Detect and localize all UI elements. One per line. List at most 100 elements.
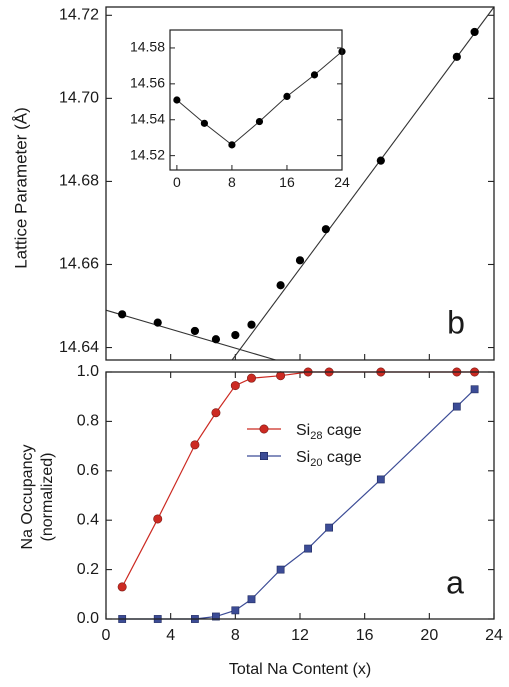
legend-label-si20: Si20 cage: [296, 449, 362, 469]
panel-a-ticks: [105, 371, 495, 620]
panel-a-ytick-label-5: 1.0: [77, 363, 99, 380]
legend-entry-si20: Si20 cage: [247, 449, 362, 469]
inset-xtick-label-1: 8: [228, 174, 236, 190]
panel-a-point-si20-5: [247, 595, 256, 604]
panel-b-fit-line-1: [231, 6, 495, 361]
inset-point-1: [200, 119, 208, 127]
panel-a: 0.0 0.2 0.4 0.6 0.8 1.0 0 4 8 12 16 20 24 Na Occupa…: [19, 363, 503, 678]
panel-b-point-11: [470, 27, 479, 37]
legend-label-si28-sub: 28: [310, 430, 322, 442]
panel-a-label: a: [446, 564, 464, 600]
legend-marker-si28: [259, 424, 269, 434]
panel-b-point-0: [118, 310, 127, 319]
inset-point-3: [255, 117, 264, 126]
panel-a-ytick-label-0: 0.0: [77, 610, 99, 627]
panel-b-ytick-label-0: 14.64: [59, 339, 99, 356]
panel-b-frame: [105, 6, 495, 361]
panel-a-point-si20-9: [376, 475, 385, 484]
legend-label-si20-sub: 20: [310, 457, 322, 469]
panel-b-point-9: [376, 156, 385, 165]
inset-data-points: [173, 47, 346, 149]
panel-a-point-si20-11: [470, 385, 479, 394]
panel-a-point-si20-7: [304, 544, 312, 553]
panel-a-point-si28-1: [153, 514, 163, 524]
panel-b-ytick-label-1: 14.66: [59, 256, 99, 273]
panel-b-ytick-label-4: 14.72: [59, 7, 99, 24]
panel-b-point-3: [211, 335, 221, 344]
panel-b-point-8: [321, 225, 330, 234]
panel-b-point-7: [295, 256, 305, 265]
panel-b-ticks: [106, 14, 494, 360]
panel-b-point-4: [231, 330, 240, 340]
inset-point-4: [283, 92, 291, 101]
panel-a-point-si28-2: [190, 440, 200, 450]
legend: Si28 cage Si20 cage: [247, 422, 362, 469]
panel-a-xtick-label-3: 12: [291, 627, 309, 644]
panel-a-point-si28-3: [211, 408, 221, 418]
panel-a-ylabel-line2: (normalized): [39, 453, 56, 542]
panel-b-point-5: [247, 320, 256, 329]
inset-chart: 0 8 16 24 14.52 14.54 14.56 14.58: [130, 29, 350, 190]
panel-a-ytick-label-3: 0.6: [77, 462, 99, 479]
panel-a-data-points: [117, 367, 480, 623]
panel-a-frame: [105, 371, 495, 620]
inset-point-0: [173, 96, 181, 104]
panel-a-x-tick-labels: 0 4 8 12 16 20 24: [102, 627, 503, 644]
panel-a-xlabel: Total Na Content (x): [229, 661, 371, 678]
inset-ytick-label-2: 14.56: [130, 75, 165, 91]
panel-a-series-lines: [121, 371, 476, 620]
panel-b-point-6: [276, 281, 285, 290]
panel-a-point-si20-3: [212, 612, 220, 621]
panel-a-xtick-label-2: 8: [231, 627, 240, 644]
panel-b: 14.64 14.66 14.68 14.70 14.72 Lattice Parame…: [11, 6, 495, 361]
panel-a-ylabel-line1: Na Occupancy: [19, 445, 36, 550]
legend-label-si20-main: Si: [296, 449, 310, 466]
inset-y-tick-labels: 14.52 14.54 14.56 14.58: [130, 39, 165, 163]
panel-a-y-tick-labels: 0.0 0.2 0.4 0.6 0.8 1.0: [77, 363, 99, 627]
legend-label-si20-rest: cage: [322, 449, 361, 466]
inset-frame: [169, 29, 343, 171]
inset-xtick-label-3: 24: [334, 174, 350, 190]
panel-b-point-2: [190, 326, 200, 336]
inset-ytick-label-0: 14.52: [130, 146, 165, 162]
inset-background: [170, 30, 342, 170]
panel-b-y-tick-labels: 14.64 14.66 14.68 14.70 14.72: [59, 7, 99, 356]
panel-b-ytick-label-3: 14.70: [59, 90, 99, 107]
panel-b-label: b: [447, 304, 465, 340]
legend-marker-si20: [259, 451, 268, 460]
legend-label-si28: Si28 cage: [296, 422, 362, 442]
panel-a-point-si28-0: [117, 582, 127, 592]
panel-b-data-points: [118, 27, 479, 344]
inset-point-5: [310, 71, 319, 79]
panel-a-ytick-label-1: 0.2: [77, 561, 99, 578]
panel-a-point-si20-10: [452, 402, 461, 411]
inset-ytick-label-3: 14.58: [130, 39, 165, 55]
panel-b-point-1: [153, 318, 162, 327]
panel-a-point-si20-4: [231, 606, 240, 615]
panel-a-point-si28-5: [247, 373, 257, 383]
panel-a-point-si28-6: [276, 371, 286, 381]
inset-ytick-label-1: 14.54: [130, 110, 165, 126]
legend-entry-si28: Si28 cage: [247, 422, 362, 442]
panel-a-xtick-label-6: 24: [485, 627, 503, 644]
panel-b-fit-lines: [105, 6, 495, 361]
panel-b-fit-line-0: [105, 309, 276, 361]
panel-a-xtick-label-0: 0: [102, 627, 111, 644]
panel-a-ytick-label-2: 0.4: [77, 511, 99, 528]
inset-xtick-label-0: 0: [173, 174, 181, 190]
panel-b-ytick-label-2: 14.68: [59, 173, 99, 190]
panel-a-point-si28-4: [230, 381, 240, 391]
panel-a-point-si20-6: [276, 565, 285, 574]
panel-a-point-si20-8: [325, 523, 333, 532]
panel-a-xtick-label-5: 20: [420, 627, 438, 644]
panel-a-ytick-label-4: 0.8: [77, 413, 99, 430]
legend-label-si28-rest: cage: [322, 422, 361, 439]
inset-xtick-label-2: 16: [279, 174, 295, 190]
panel-b-ylabel: Lattice Parameter (Å): [11, 107, 30, 269]
inset-x-tick-labels: 0 8 16 24: [173, 174, 350, 190]
inset-point-2: [228, 141, 236, 149]
legend-label-si28-main: Si: [296, 422, 310, 439]
panel-b-point-10: [452, 52, 461, 61]
panel-a-xtick-label-4: 16: [356, 627, 374, 644]
